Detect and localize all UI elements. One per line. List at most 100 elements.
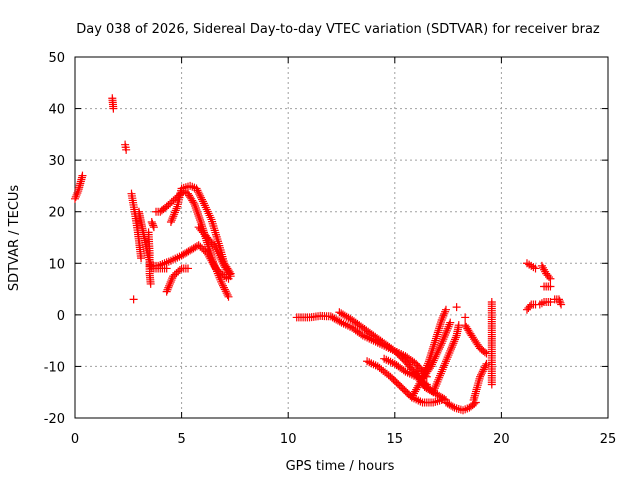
data-point [430, 384, 439, 393]
data-point [439, 335, 448, 344]
data-points [71, 94, 566, 415]
data-point [435, 345, 444, 354]
data-point [190, 199, 199, 208]
data-point [71, 192, 80, 201]
data-point [214, 271, 223, 280]
data-point [198, 195, 207, 204]
data-point [72, 190, 81, 199]
data-point [437, 316, 446, 325]
y-tick-label: 40 [48, 103, 65, 118]
data-point [202, 205, 211, 214]
data-point [162, 287, 171, 296]
data-point [335, 317, 344, 326]
data-point [441, 328, 450, 337]
data-point [461, 313, 470, 322]
data-point [434, 326, 443, 335]
data-point [438, 365, 447, 374]
data-point [218, 257, 227, 266]
data-point [447, 345, 456, 354]
data-point [440, 361, 449, 370]
data-point [441, 357, 450, 366]
data-point [433, 328, 442, 337]
data-point [212, 245, 221, 254]
data-point [448, 402, 457, 411]
data-point [441, 305, 450, 314]
data-point [214, 249, 223, 258]
data-point [430, 340, 439, 349]
data-point [171, 206, 180, 215]
data-point [213, 269, 222, 278]
data-point [224, 292, 233, 301]
data-point [444, 322, 453, 331]
data-point [219, 281, 228, 290]
data-point [432, 379, 441, 388]
data-point [430, 386, 439, 395]
data-point [434, 346, 443, 355]
x-tick-label: 15 [387, 432, 404, 447]
data-point [433, 377, 442, 386]
data-point [211, 263, 220, 272]
data-point [209, 259, 218, 268]
data-point [480, 348, 489, 357]
y-tick-label: 30 [48, 154, 65, 169]
data-point [184, 247, 193, 256]
data-point [187, 245, 196, 254]
y-tick-label: -20 [44, 412, 65, 427]
data-point [217, 255, 226, 264]
data-point [429, 388, 438, 397]
data-point [554, 295, 563, 304]
data-point [196, 191, 205, 200]
data-point [429, 356, 438, 365]
data-point [164, 283, 173, 292]
data-point [447, 343, 456, 352]
data-point [450, 337, 459, 346]
data-point [441, 307, 450, 316]
data-point [476, 372, 485, 381]
data-point [435, 324, 444, 333]
data-point [435, 322, 444, 331]
data-point [219, 259, 228, 268]
data-point [546, 297, 555, 306]
data-point [446, 318, 455, 327]
data-point [186, 246, 195, 255]
data-point [193, 208, 202, 217]
data-point [177, 251, 186, 260]
data-point [480, 363, 489, 372]
data-point [205, 211, 214, 220]
data-point [440, 309, 449, 318]
data-point [434, 375, 443, 384]
data-point [189, 198, 198, 207]
data-point [195, 214, 204, 223]
data-point [191, 203, 200, 212]
x-tick-label: 5 [177, 432, 185, 447]
data-point [146, 279, 155, 288]
y-tick-label: 20 [48, 206, 65, 221]
data-point [166, 277, 175, 286]
data-point [445, 320, 454, 329]
data-point [217, 277, 226, 286]
y-tick-label: 50 [48, 51, 65, 66]
data-point [192, 184, 201, 193]
data-point [431, 382, 440, 391]
chart-title: Day 038 of 2026, Sidereal Day-to-day VTE… [76, 22, 600, 37]
data-point [427, 362, 436, 371]
data-point [206, 248, 215, 257]
data-point [435, 373, 444, 382]
x-tick-label: 20 [493, 432, 510, 447]
data-point [546, 282, 555, 291]
data-point [440, 333, 449, 342]
data-point [137, 254, 146, 263]
data-point [148, 219, 157, 228]
data-point [172, 204, 181, 213]
data-point [199, 199, 208, 208]
data-point [451, 333, 460, 342]
data-point [219, 283, 228, 292]
y-tick-label: 0 [57, 309, 65, 324]
data-point [175, 265, 184, 274]
data-point [205, 246, 214, 255]
data-point [210, 261, 219, 270]
data-point [448, 341, 457, 350]
data-point [447, 401, 456, 410]
data-point [204, 209, 213, 218]
